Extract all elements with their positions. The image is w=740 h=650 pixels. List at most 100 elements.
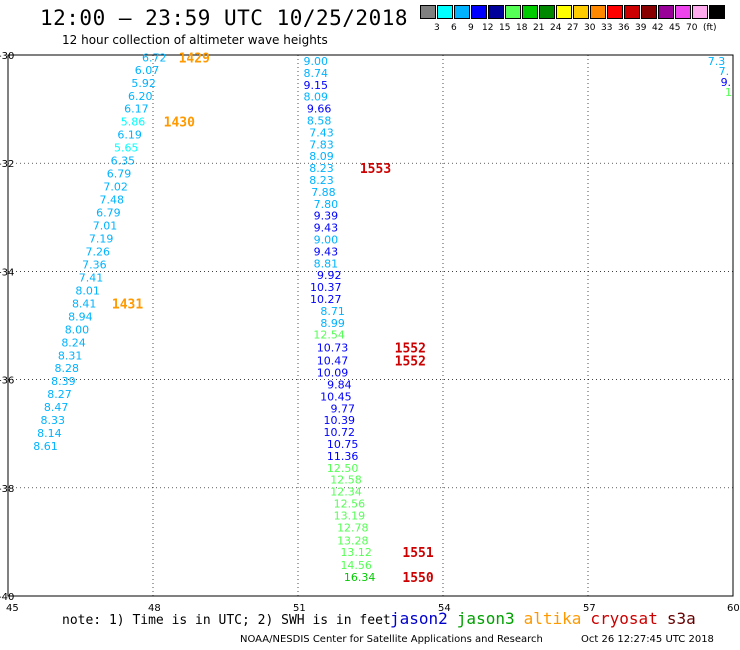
wave-height-value: 10.47 <box>317 355 349 368</box>
legend-label: 6 <box>451 23 457 33</box>
wave-height-value: 7.41 <box>79 271 104 284</box>
y-tick-label: -40 <box>0 592 14 603</box>
wave-height-value: 9.00 <box>303 55 328 68</box>
wave-height-value: 10.39 <box>324 414 356 427</box>
legend-label: 27 <box>567 23 579 33</box>
legend-label: 30 <box>584 23 596 33</box>
wave-height-value: 7.36 <box>82 258 107 271</box>
wave-height-value: 12.56 <box>334 497 366 510</box>
wave-height-value: 13.12 <box>340 546 372 559</box>
wave-height-value: 9.15 <box>303 79 328 92</box>
x-tick-label: 51 <box>293 603 306 614</box>
wave-height-value: 8.39 <box>51 375 76 388</box>
legend-label: 39 <box>635 23 647 33</box>
wave-height-value: 10.45 <box>320 390 352 403</box>
legend-swatch <box>471 5 487 19</box>
wave-height-value: 9. <box>721 76 732 89</box>
wave-height-value: 7.48 <box>100 193 125 206</box>
satellite-cryosat: cryosat <box>590 609 658 628</box>
wave-height-value: 8.99 <box>320 317 345 330</box>
wave-height-value: 13.28 <box>337 534 369 547</box>
wave-height-value: 7.83 <box>309 138 334 151</box>
wave-height-value: 8.81 <box>314 257 339 270</box>
wave-height-value: 8.09 <box>303 91 328 104</box>
legend-swatch <box>709 5 725 19</box>
wave-height-value: 8.58 <box>307 114 332 127</box>
wave-height-value: 6.19 <box>117 129 142 142</box>
wave-height-value: 8.01 <box>75 284 100 297</box>
wave-height-value: 9.43 <box>314 222 339 235</box>
satellite-altika: altika <box>523 609 582 628</box>
wave-height-value: 6.17 <box>124 103 149 116</box>
legend-swatch <box>522 5 538 19</box>
legend-swatch <box>488 5 504 19</box>
pass-time-label: 1552 <box>395 342 426 357</box>
wave-height-value: 7.88 <box>311 186 336 199</box>
wave-height-value: 8.14 <box>37 427 62 440</box>
y-tick-label: -34 <box>0 267 14 278</box>
wave-height-value: 9.66 <box>307 103 332 116</box>
footer-note: note: 1) Time is in UTC; 2) SWH is in fe… <box>62 613 391 628</box>
wave-height-value: 7.80 <box>314 198 339 211</box>
wave-height-value: 8.61 <box>33 440 58 453</box>
wave-height-value: 8.28 <box>55 362 80 375</box>
legend-swatch <box>675 5 691 19</box>
wave-height-value: 12.78 <box>337 521 369 534</box>
wave-height-value: 7.02 <box>103 180 128 193</box>
wave-height-value: 7.19 <box>89 232 114 245</box>
satellite-legend: jason2 jason3 altika cryosat s3a <box>390 609 705 628</box>
y-tick-label: -38 <box>0 484 14 495</box>
wave-height-value: 10.72 <box>324 426 356 439</box>
wave-height-value: 9.84 <box>327 378 352 391</box>
wave-height-value: 7.3 <box>708 55 726 68</box>
legend-label: 45 <box>669 23 681 33</box>
wave-height-value: 10.09 <box>317 367 349 380</box>
satellite-jason2: jason2 <box>390 609 448 628</box>
wave-height-value: 5.86 <box>121 116 146 129</box>
plot-frame <box>7 54 734 597</box>
x-tick-label: 60 <box>727 603 740 614</box>
legend-swatch <box>658 5 674 19</box>
wave-height-value: 14.56 <box>340 559 372 572</box>
x-tick-label: 48 <box>148 603 161 614</box>
legend-label: 33 <box>601 23 613 33</box>
legend-label: 24 <box>550 23 562 33</box>
wave-height-value: 8.31 <box>58 349 83 362</box>
wave-height-value: 8.23 <box>309 174 334 187</box>
y-tick-label: -32 <box>0 159 14 170</box>
wave-height-value: 6.20 <box>128 90 153 103</box>
wave-height-value: 16.34 <box>344 571 376 584</box>
legend-label: 21 <box>533 23 545 33</box>
wave-height-value: 9.39 <box>314 210 339 223</box>
x-tick-label: 57 <box>583 603 596 614</box>
legend-swatch <box>607 5 623 19</box>
wave-height-value: 6.79 <box>96 206 121 219</box>
y-tick-label: -36 <box>0 376 14 387</box>
wave-height-value: 9.92 <box>317 269 342 282</box>
pass-time-label: 1553 <box>360 162 391 177</box>
legend-swatch <box>454 5 470 19</box>
wave-height-value: 8.41 <box>72 297 97 310</box>
y-tick-label: -30 <box>0 51 14 62</box>
legend-swatch <box>624 5 640 19</box>
wave-height-value: 8.24 <box>61 336 86 349</box>
wave-height-value: 8.09 <box>309 150 334 163</box>
wave-height-value: 10.75 <box>327 438 359 451</box>
wave-height-value: 8.74 <box>303 67 328 80</box>
wave-height-value: 6.79 <box>107 167 132 180</box>
x-tick-label: 45 <box>6 603 19 614</box>
wave-height-value: 10.27 <box>310 293 342 306</box>
legend-label: 15 <box>499 23 511 33</box>
legend-swatch <box>573 5 589 19</box>
wave-height-value: 8.94 <box>68 310 93 323</box>
pass-time-label: 1430 <box>164 116 195 131</box>
wave-height-value: 6.07 <box>135 64 160 77</box>
satellite-s3a: s3a <box>666 609 696 628</box>
wave-height-value: 8.33 <box>41 414 66 427</box>
legend-label: 12 <box>482 23 494 33</box>
wave-height-value: 12.54 <box>313 329 345 342</box>
wave-height-value: 7.26 <box>85 245 110 258</box>
pass-time-label: 1431 <box>112 297 143 312</box>
legend-swatch <box>692 5 708 19</box>
